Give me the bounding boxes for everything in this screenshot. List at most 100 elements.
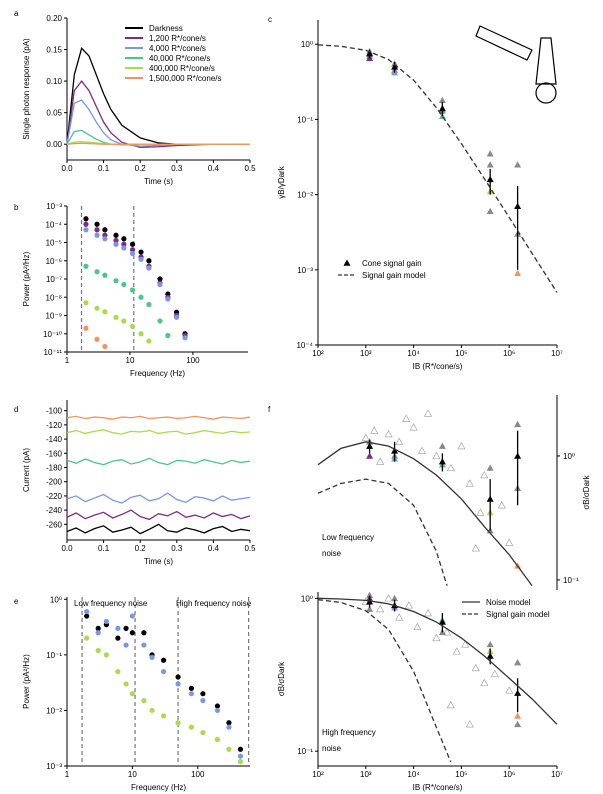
x-axis-label: Time (s) — [144, 177, 173, 186]
data-point — [486, 207, 494, 215]
data-point — [366, 605, 374, 612]
data-point — [94, 305, 100, 311]
y-tick-label: 10⁰ — [301, 594, 313, 603]
legend-label: 400,000 R*/cone/s — [149, 64, 215, 73]
y-tick-label: 10⁻⁸ — [46, 293, 63, 302]
data-point — [514, 452, 522, 459]
data-point — [95, 647, 101, 654]
data-point — [95, 625, 101, 631]
cone-outer-segment — [535, 37, 557, 85]
y-axis-label: Power (pA²/Hz) — [22, 654, 31, 709]
data-point — [113, 237, 119, 244]
data-point — [490, 669, 499, 678]
data-point — [102, 272, 108, 278]
data-point — [129, 247, 136, 253]
data-point — [514, 420, 522, 428]
data-point — [514, 712, 522, 719]
x-tick-label: 0.0 — [61, 544, 73, 553]
x-tick-label: 0.5 — [244, 164, 256, 173]
data-point — [384, 429, 393, 438]
y-tick-label: -180 — [46, 464, 63, 473]
data-point — [129, 250, 136, 257]
data-point — [83, 221, 89, 227]
data-point — [157, 276, 163, 282]
y-tick-label: 10⁻³ — [46, 202, 62, 211]
data-point — [200, 698, 206, 704]
data-point — [361, 433, 370, 441]
y-tick-label: 0.20 — [46, 14, 62, 23]
data-point — [432, 633, 441, 642]
x-tick-label: 0.0 — [61, 164, 73, 173]
data-point — [84, 609, 90, 615]
panel-label: d — [14, 405, 18, 414]
data-point — [452, 647, 461, 655]
data-point — [391, 63, 399, 70]
annotation: Low frequency noise — [74, 599, 148, 608]
y-tick-label: 10⁻¹¹ — [44, 348, 63, 357]
trace — [66, 457, 251, 466]
panel: b 1 10 100 10⁻¹¹ 10⁻¹⁰ 10⁻⁹ 10⁻⁸ 10⁻⁷ 10⁻⁶ 10⁻⁵ 10⁻… — [14, 202, 248, 378]
panel-label: a — [14, 9, 19, 18]
x-tick-label: 0.4 — [208, 544, 220, 553]
data-point — [432, 451, 441, 460]
data-point — [141, 698, 147, 704]
data-point — [480, 471, 489, 479]
y-tick-label: 10⁻¹⁰ — [43, 330, 62, 339]
y-tick-label: -220 — [46, 492, 63, 501]
data-point — [94, 232, 100, 238]
legend-label: Signal gain model — [486, 610, 550, 619]
data-point — [146, 301, 152, 308]
data-point — [486, 464, 494, 471]
data-point — [129, 287, 136, 293]
data-point — [102, 343, 108, 350]
annotation: noise — [322, 549, 342, 558]
x-tick-label: 100 — [191, 770, 205, 779]
panel-label: c — [268, 15, 272, 24]
data-point — [438, 96, 446, 104]
x-tick-label: 10⁶ — [503, 349, 515, 358]
x-tick-label: 10² — [312, 349, 324, 358]
data-point — [443, 628, 452, 636]
y-tick-label: 10⁰ — [301, 40, 313, 49]
trace — [66, 429, 251, 435]
x-tick-label: 10⁴ — [407, 770, 420, 779]
x-tick-label: 10 — [126, 356, 135, 365]
x-tick-label: 0.2 — [135, 544, 147, 553]
data-point — [237, 746, 244, 752]
data-point — [94, 227, 100, 233]
x-tick-label: 0.3 — [171, 544, 183, 553]
y-axis-label: γB/γDark — [277, 165, 286, 198]
x-axis-label: IB (R*/cone/s) — [413, 362, 463, 371]
data-point — [214, 703, 221, 709]
data-point — [457, 442, 466, 450]
x-axis-label: Time (s) — [144, 557, 173, 566]
data-point — [146, 265, 152, 271]
cone-inner-segment — [535, 82, 557, 104]
data-point — [423, 409, 432, 417]
data-point — [409, 423, 418, 431]
data-point — [366, 50, 374, 57]
legend-label: Signal gain model — [362, 271, 426, 280]
y-axis-label: Single photon response (pA) — [22, 38, 31, 140]
y-tick-label: 0.10 — [46, 77, 62, 86]
data-point — [366, 442, 374, 449]
data-point — [83, 325, 89, 331]
legend-label: Cone signal gain — [362, 259, 422, 268]
data-point — [94, 269, 100, 275]
trace — [66, 80, 250, 149]
data-point — [438, 442, 446, 449]
panel: c 10² 10³ 10⁴ 10⁵ 10⁶ 10⁷ 10⁻⁴ 10⁻³ 10⁻² 10⁻¹ 10⁰ IB… — [268, 15, 563, 371]
trace — [66, 142, 250, 145]
data-point — [146, 258, 152, 264]
data-point — [214, 736, 221, 743]
panel: f 10⁰ 10⁻¹ σB/σDark Low frequency noise — [268, 395, 591, 590]
data-point — [200, 691, 206, 697]
data-point — [514, 161, 522, 168]
panel: 10² 10³ 10⁴ 10⁵ 10⁶ 10⁷ 10⁰ 10⁻¹ IB (R*/cone/s) σ… — [277, 591, 563, 792]
data-point — [141, 630, 147, 636]
data-point — [121, 236, 127, 242]
data-point — [438, 458, 446, 465]
data-point — [94, 221, 100, 227]
data-point — [438, 618, 446, 625]
